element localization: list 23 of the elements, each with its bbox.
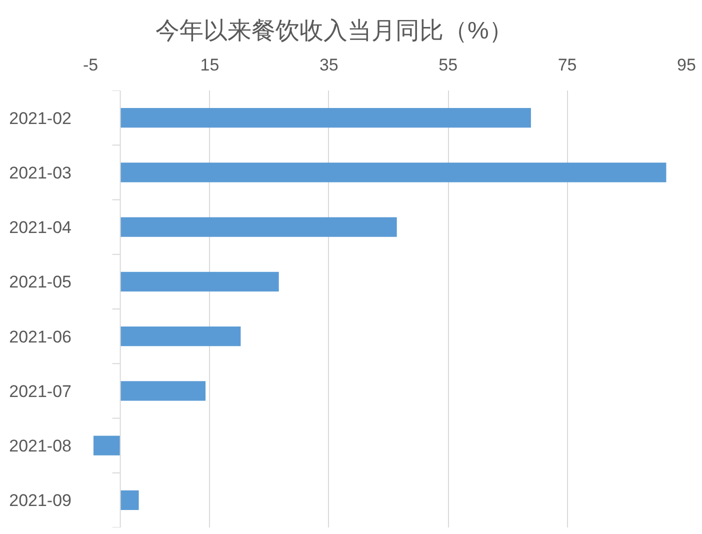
y-tick-label: 2021-03 [9, 163, 72, 182]
y-tick-label: 2021-04 [9, 218, 72, 238]
x-tick-label: 95 [677, 56, 696, 74]
x-tick-label: 15 [200, 56, 220, 74]
y-tick-label: 2021-02 [9, 108, 72, 128]
y-tick-label: 2021-07 [9, 382, 72, 401]
bar [120, 272, 279, 292]
y-tick-label: 2021-06 [9, 327, 72, 346]
bar [120, 108, 531, 128]
y-tick-label: 2021-08 [9, 436, 72, 456]
x-tick-label: 55 [438, 56, 458, 74]
bar [120, 381, 206, 401]
bar [120, 217, 397, 237]
x-tick-label: 35 [319, 56, 338, 74]
x-tick-label: -5 [82, 56, 98, 74]
chart-title: 今年以来餐饮收入当月同比（%） [156, 18, 513, 44]
bar [93, 436, 120, 456]
bar [120, 490, 139, 510]
y-tick-label: 2021-05 [9, 272, 72, 292]
bar [120, 162, 666, 182]
y-tick-label: 2021-09 [9, 491, 72, 510]
bar [120, 326, 241, 346]
x-tick-label: 75 [558, 56, 577, 74]
